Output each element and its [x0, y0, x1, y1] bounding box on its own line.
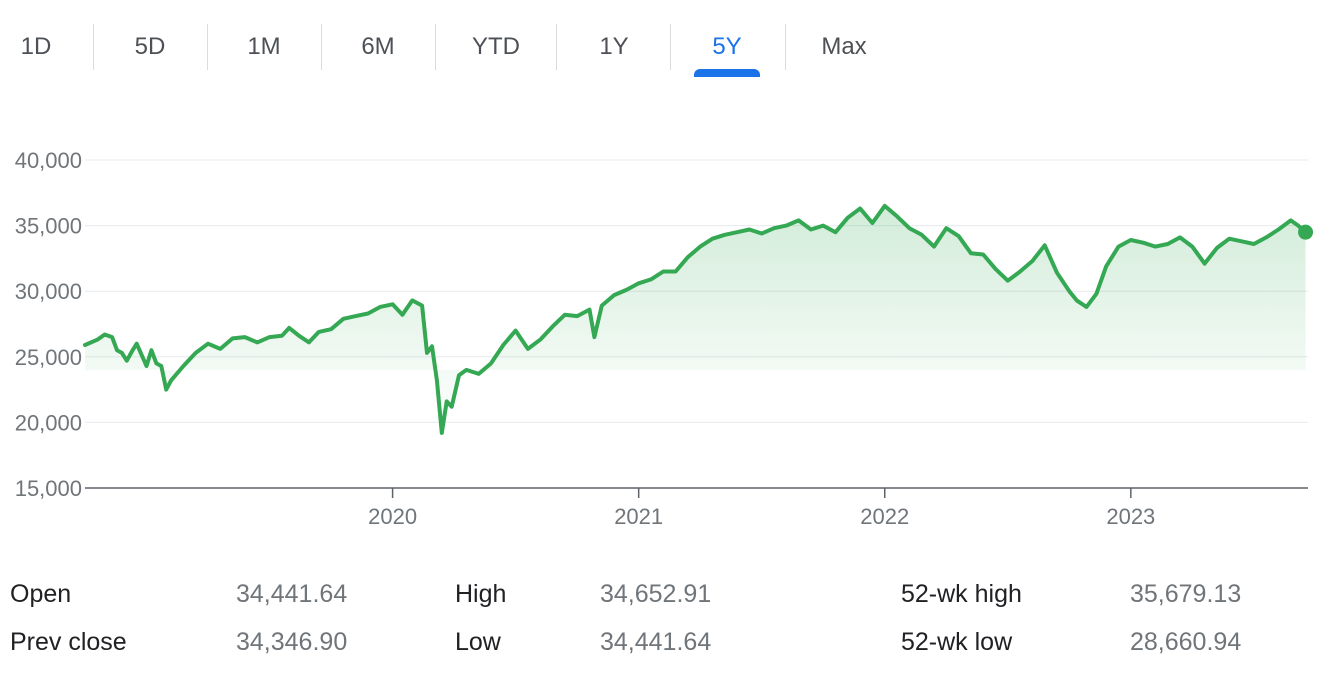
- tab-divider: [556, 24, 557, 70]
- time-range-tabs: 1D 5D 1M 6M YTD 1Y 5Y Max: [0, 0, 900, 80]
- open-label: Open: [10, 580, 72, 608]
- x-tick-label: 2021: [614, 504, 663, 529]
- 52wk-low-label: 52-wk low: [901, 628, 1013, 656]
- open-value: 34,441.64: [236, 580, 348, 608]
- 52wk-high-value: 35,679.13: [1130, 580, 1242, 608]
- price-chart[interactable]: 15,000 20,000 25,000 30,000 35,000 40,000 2020…: [0, 130, 1324, 540]
- last-point-marker: [1298, 224, 1314, 240]
- y-tick-label: 20,000: [15, 410, 82, 435]
- chart-svg: 15,000 20,000 25,000 30,000 35,000 40,000 2020…: [15, 148, 1314, 529]
- x-tick-label: 2020: [368, 504, 417, 529]
- tab-max[interactable]: Max: [821, 33, 867, 60]
- high-label: High: [455, 580, 507, 608]
- x-tick-label: 2022: [860, 504, 909, 529]
- tab-5y[interactable]: 5Y: [712, 33, 742, 60]
- tab-divider: [670, 24, 671, 70]
- tab-6m[interactable]: 6M: [361, 33, 395, 60]
- 52wk-high-label: 52-wk high: [901, 580, 1022, 608]
- prev-close-label: Prev close: [10, 628, 127, 656]
- tab-5d[interactable]: 5D: [134, 33, 166, 60]
- series-line: [83, 203, 1308, 435]
- tab-divider: [435, 24, 436, 70]
- active-tab-indicator: [694, 69, 760, 77]
- y-tick-label: 30,000: [15, 279, 82, 304]
- y-tick-label: 35,000: [15, 214, 82, 239]
- tab-divider: [93, 24, 94, 70]
- prev-close-value: 34,346.90: [236, 628, 348, 656]
- low-label: Low: [455, 628, 501, 656]
- tab-1d[interactable]: 1D: [20, 33, 52, 60]
- high-value: 34,652.91: [600, 580, 712, 608]
- stats-table: Open 34,441.64 Prev close 34,346.90 High…: [0, 570, 1324, 680]
- tab-divider: [321, 24, 322, 70]
- tab-1y[interactable]: 1Y: [599, 33, 629, 60]
- y-tick-label: 25,000: [15, 345, 82, 370]
- y-tick-label: 40,000: [15, 148, 82, 173]
- series-area-fill: [85, 205, 1306, 433]
- tab-divider: [207, 24, 208, 70]
- x-tick-label: 2023: [1106, 504, 1155, 529]
- tab-1m[interactable]: 1M: [247, 33, 281, 60]
- y-tick-label: 15,000: [15, 476, 82, 501]
- 52wk-low-value: 28,660.94: [1130, 628, 1242, 656]
- tab-divider: [785, 24, 786, 70]
- tab-ytd[interactable]: YTD: [472, 33, 520, 60]
- low-value: 34,441.64: [600, 628, 712, 656]
